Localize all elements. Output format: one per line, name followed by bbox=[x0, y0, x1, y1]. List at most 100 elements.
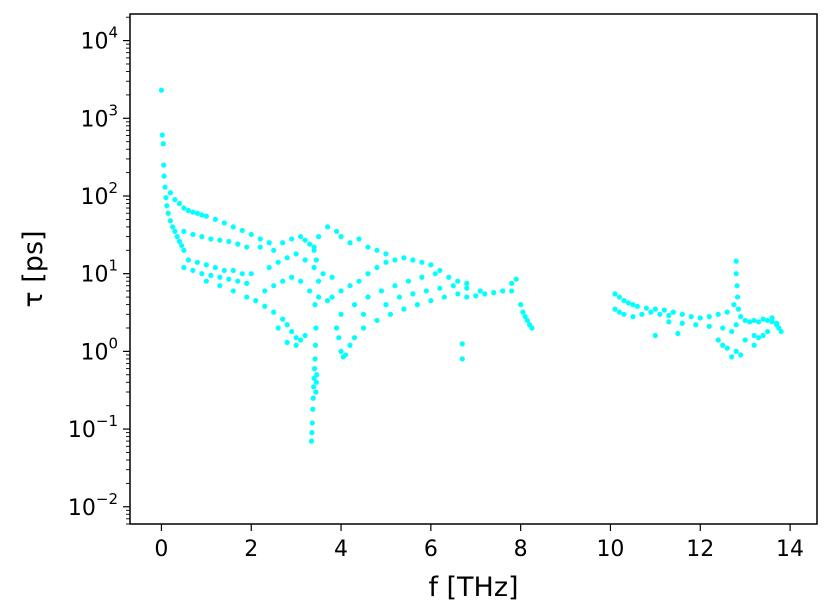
data-point-109 bbox=[309, 420, 315, 426]
data-point-72 bbox=[257, 244, 263, 250]
data-point-249 bbox=[652, 332, 658, 339]
data-point-25 bbox=[212, 216, 218, 222]
x-tick-label-7: 14 bbox=[776, 537, 804, 562]
data-point-173 bbox=[464, 294, 470, 300]
data-point-236 bbox=[756, 319, 762, 325]
data-point-190 bbox=[625, 300, 632, 306]
data-point-156 bbox=[410, 257, 416, 263]
data-point-154 bbox=[477, 288, 483, 294]
x-tick-label-1: 2 bbox=[244, 537, 258, 562]
data-point-198 bbox=[630, 314, 636, 320]
data-point-3 bbox=[161, 162, 167, 168]
y-tick-label-5: 103 bbox=[80, 101, 118, 132]
data-point-35 bbox=[208, 236, 214, 242]
data-point-195 bbox=[612, 306, 618, 312]
data-point-78 bbox=[307, 241, 313, 247]
data-point-153 bbox=[464, 285, 470, 291]
data-point-51 bbox=[208, 272, 214, 279]
y-tick-label-4: 102 bbox=[80, 179, 118, 210]
data-point-211 bbox=[666, 319, 672, 325]
axis-ticks: 0 2 4 6 8 10 12 14 10−2 10−1 100 101 102 103 104 bbox=[68, 16, 804, 562]
data-point-242 bbox=[778, 328, 784, 335]
data-point-10 bbox=[170, 224, 176, 230]
plot-frame bbox=[129, 13, 818, 525]
data-point-196 bbox=[616, 309, 623, 315]
data-point-93 bbox=[307, 288, 313, 294]
data-point-233 bbox=[742, 337, 748, 343]
data-point-69 bbox=[275, 325, 281, 331]
data-point-60 bbox=[253, 298, 259, 304]
data-point-218 bbox=[735, 306, 742, 312]
data-point-74 bbox=[280, 240, 286, 246]
data-point-64 bbox=[284, 322, 290, 328]
data-point-174 bbox=[473, 293, 479, 299]
data-point-40 bbox=[185, 257, 191, 263]
data-point-85 bbox=[311, 264, 317, 271]
data-point-194 bbox=[652, 306, 658, 312]
data-point-141 bbox=[365, 294, 371, 300]
data-point-238 bbox=[765, 317, 771, 324]
data-point-201 bbox=[657, 311, 663, 317]
data-point-94 bbox=[315, 294, 322, 300]
data-point-112 bbox=[314, 372, 320, 378]
data-point-116 bbox=[333, 228, 340, 235]
data-point-235 bbox=[751, 317, 757, 324]
data-point-192 bbox=[634, 303, 640, 309]
data-point-38 bbox=[235, 241, 241, 247]
data-point-202 bbox=[666, 312, 672, 319]
data-point-226 bbox=[747, 319, 753, 325]
data-point-1 bbox=[159, 132, 165, 138]
x-tick-label-5: 10 bbox=[596, 537, 624, 562]
data-point-167 bbox=[414, 302, 420, 308]
data-point-179 bbox=[513, 276, 519, 282]
data-point-250 bbox=[675, 330, 681, 337]
data-point-160 bbox=[446, 274, 452, 280]
data-point-19 bbox=[181, 205, 187, 211]
data-point-203 bbox=[661, 307, 667, 313]
data-point-221 bbox=[734, 283, 740, 289]
data-point-212 bbox=[679, 320, 685, 326]
data-point-42 bbox=[203, 262, 209, 268]
data-point-125 bbox=[338, 348, 344, 354]
data-point-118 bbox=[347, 240, 353, 246]
data-point-219 bbox=[733, 258, 739, 264]
data-point-132 bbox=[338, 288, 344, 294]
data-point-81 bbox=[275, 259, 281, 265]
data-point-65 bbox=[289, 328, 295, 335]
data-point-121 bbox=[374, 247, 380, 253]
data-point-5 bbox=[162, 184, 168, 190]
data-point-224 bbox=[738, 314, 744, 320]
data-point-127 bbox=[342, 352, 349, 358]
data-point-162 bbox=[464, 280, 470, 286]
data-point-67 bbox=[298, 337, 304, 343]
data-point-152 bbox=[450, 283, 456, 289]
data-point-205 bbox=[679, 311, 685, 317]
data-point-4 bbox=[161, 173, 167, 179]
data-point-157 bbox=[419, 259, 425, 265]
data-point-34 bbox=[199, 234, 205, 240]
data-point-88 bbox=[262, 288, 268, 294]
data-point-113 bbox=[313, 379, 319, 385]
data-point-186 bbox=[509, 288, 515, 294]
data-point-71 bbox=[293, 342, 299, 348]
data-point-63 bbox=[280, 316, 286, 322]
data-point-209 bbox=[715, 311, 721, 317]
data-point-124 bbox=[336, 335, 342, 341]
x-tick-label-0: 0 bbox=[154, 537, 168, 562]
data-point-136 bbox=[374, 264, 380, 271]
y-tick-label-2: 100 bbox=[80, 334, 118, 365]
data-point-119 bbox=[356, 236, 362, 242]
data-point-216 bbox=[729, 328, 735, 335]
data-point-200 bbox=[648, 309, 654, 315]
data-point-129 bbox=[351, 335, 358, 341]
data-point-159 bbox=[437, 267, 443, 274]
data-point-246 bbox=[769, 315, 775, 321]
data-point-122 bbox=[383, 251, 389, 257]
data-point-171 bbox=[459, 341, 465, 347]
data-point-172 bbox=[459, 356, 465, 362]
data-point-55 bbox=[244, 280, 250, 286]
data-point-17 bbox=[172, 196, 178, 203]
data-point-244 bbox=[760, 332, 766, 339]
data-point-37 bbox=[226, 238, 232, 245]
data-point-130 bbox=[360, 325, 367, 331]
